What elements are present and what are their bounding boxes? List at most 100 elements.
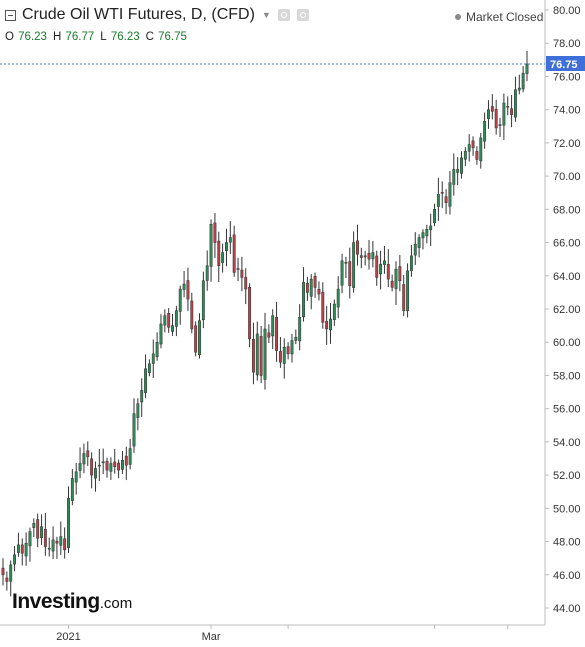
candle — [167, 308, 171, 333]
candle — [20, 538, 24, 566]
candle-body — [225, 242, 228, 252]
candle — [120, 450, 124, 474]
candle-body — [59, 536, 63, 546]
price-tick-label: 52.00 — [553, 470, 581, 482]
candle — [225, 228, 228, 267]
candle-body — [448, 182, 452, 207]
candle-body — [36, 519, 40, 539]
price-tick-label: 74.00 — [553, 105, 581, 117]
candle-body — [317, 288, 321, 295]
candle-body — [47, 547, 51, 550]
candle-body — [155, 341, 159, 358]
candle — [313, 272, 317, 298]
candle — [244, 268, 248, 305]
candle — [390, 274, 394, 292]
candle — [163, 309, 167, 333]
candle-body — [213, 222, 217, 243]
price-tick-label: 48.00 — [553, 537, 581, 549]
price-axis[interactable]: 80.00 78.00 76.00 74.00 72.00 70.00 68.00 66.00… — [544, 0, 581, 625]
candle — [43, 512, 47, 556]
candle-body — [278, 351, 282, 363]
candle — [398, 255, 402, 292]
eye-icon[interactable] — [277, 9, 290, 21]
candle — [525, 51, 529, 82]
candle — [513, 76, 517, 122]
candle — [448, 171, 452, 215]
candle-body — [90, 458, 94, 476]
collapse-legend-icon[interactable] — [5, 9, 16, 21]
candle — [490, 94, 494, 120]
candle — [386, 249, 390, 288]
market-status-text: Market Closed — [466, 10, 544, 24]
logo-brand-text: Investing — [12, 590, 100, 613]
time-axis[interactable]: 2021 Mar — [0, 624, 545, 643]
logo-tld-text: .com — [99, 595, 133, 612]
candle-body — [313, 275, 317, 288]
candle-body — [163, 315, 167, 326]
candle — [340, 253, 344, 294]
candle-body — [194, 325, 198, 353]
candle-body — [101, 461, 105, 464]
candle-body — [517, 87, 521, 91]
close-value: 76.75 — [158, 31, 187, 43]
candle — [483, 112, 487, 149]
candle-body — [120, 459, 124, 470]
candle — [363, 250, 367, 266]
candle-body — [63, 538, 67, 551]
last-price-tag — [546, 55, 585, 71]
candle-body — [487, 109, 490, 119]
candle — [86, 441, 90, 466]
candle-body — [425, 229, 429, 237]
candle-body — [78, 463, 82, 471]
candle — [94, 461, 97, 492]
candle-body — [51, 539, 55, 552]
candle-body — [201, 280, 205, 321]
candle-body — [144, 368, 148, 393]
candle-body — [440, 192, 444, 194]
candle — [271, 309, 275, 350]
candle-body — [251, 338, 255, 373]
candle — [128, 438, 132, 470]
candle — [155, 332, 159, 361]
candle — [417, 234, 421, 258]
candle-body — [70, 478, 74, 501]
candle-body — [302, 282, 305, 318]
candle — [298, 304, 302, 351]
candle — [132, 398, 136, 453]
candle-body — [363, 255, 367, 258]
candle-body — [167, 312, 171, 328]
candle — [452, 153, 456, 196]
candle-body — [105, 461, 109, 471]
candle-body — [244, 277, 248, 290]
candle — [517, 74, 521, 95]
candle — [248, 283, 252, 348]
candle — [217, 231, 221, 282]
candle-body — [275, 317, 279, 351]
candle — [144, 354, 148, 399]
chevron-down-icon[interactable]: ▼ — [261, 10, 271, 20]
candle — [228, 221, 232, 254]
open-label: O — [5, 31, 14, 43]
candle — [286, 342, 290, 360]
candle-body — [82, 453, 86, 465]
candle — [171, 313, 174, 336]
ohlc-legend: O 76.23 H 76.77 L 76.23 C 76.75 — [5, 31, 187, 43]
candle-body — [140, 390, 144, 403]
candle — [305, 276, 309, 301]
candle — [136, 398, 140, 431]
candle — [147, 359, 151, 377]
candle — [278, 337, 282, 368]
investing-logo[interactable]: Investing .com — [12, 590, 132, 614]
candle — [433, 203, 436, 227]
candle — [205, 250, 209, 291]
candle-body — [240, 269, 244, 278]
candle-body — [124, 455, 128, 466]
candle — [487, 100, 490, 129]
gear-icon[interactable] — [296, 9, 309, 21]
candle — [282, 338, 286, 379]
candle-body — [228, 237, 232, 243]
instrument-title[interactable]: Crude Oil WTI Futures, D, (CFD) — [22, 6, 255, 23]
candle — [178, 285, 182, 325]
candle-body — [221, 252, 225, 263]
